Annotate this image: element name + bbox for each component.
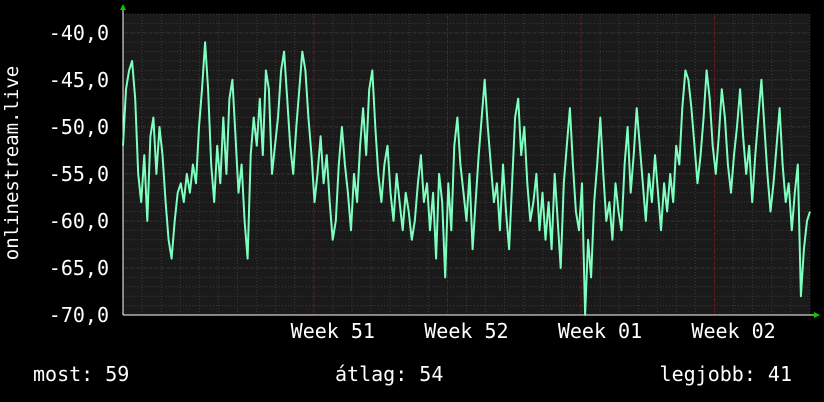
- y-axis-label: onlinestream.live: [1, 65, 23, 260]
- y-tick-label: -50,0: [49, 115, 109, 139]
- stat-average: átlag: 54: [335, 362, 444, 386]
- y-tick-label: -65,0: [49, 256, 109, 280]
- series-group: [122, 41, 811, 316]
- y-tick-label: -70,0: [49, 303, 109, 327]
- x-axis-ticks: Week 51 Week 52 Week 01 Week 02: [291, 319, 776, 343]
- x-tick-label: Week 52: [424, 319, 508, 343]
- y-axis-arrow: [120, 4, 126, 10]
- x-tick-label: Week 01: [558, 319, 642, 343]
- x-axis-arrow: [814, 312, 820, 318]
- x-tick-label: Week 02: [691, 319, 775, 343]
- y-tick-label: -45,0: [49, 68, 109, 92]
- y-tick-label: -55,0: [49, 162, 109, 186]
- series-line: [122, 41, 811, 316]
- y-tick-label: -60,0: [49, 209, 109, 233]
- stat-best: legjobb: 41: [659, 362, 792, 386]
- stat-current: most: 59: [33, 362, 130, 386]
- y-tick-label: -40,0: [49, 21, 109, 45]
- axes: [120, 4, 820, 318]
- y-axis-label-wrap: onlinestream.live: [0, 10, 24, 315]
- x-tick-label: Week 51: [291, 319, 375, 343]
- y-axis-ticks: -40,0 -45,0 -50,0 -55,0 -60,0 -65,0 -70,0: [49, 21, 109, 327]
